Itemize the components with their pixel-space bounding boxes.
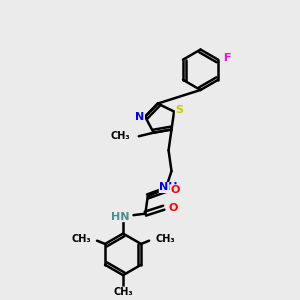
- Text: N: N: [135, 112, 144, 122]
- Text: CH₃: CH₃: [71, 234, 91, 244]
- Text: HN: HN: [110, 212, 129, 222]
- Text: O: O: [170, 185, 179, 195]
- Text: S: S: [176, 105, 183, 115]
- Text: O: O: [168, 203, 178, 213]
- Text: CH₃: CH₃: [113, 287, 133, 297]
- Text: F: F: [224, 53, 231, 63]
- Text: NH: NH: [159, 182, 178, 193]
- Text: CH₃: CH₃: [111, 131, 130, 141]
- Text: CH₃: CH₃: [155, 234, 175, 244]
